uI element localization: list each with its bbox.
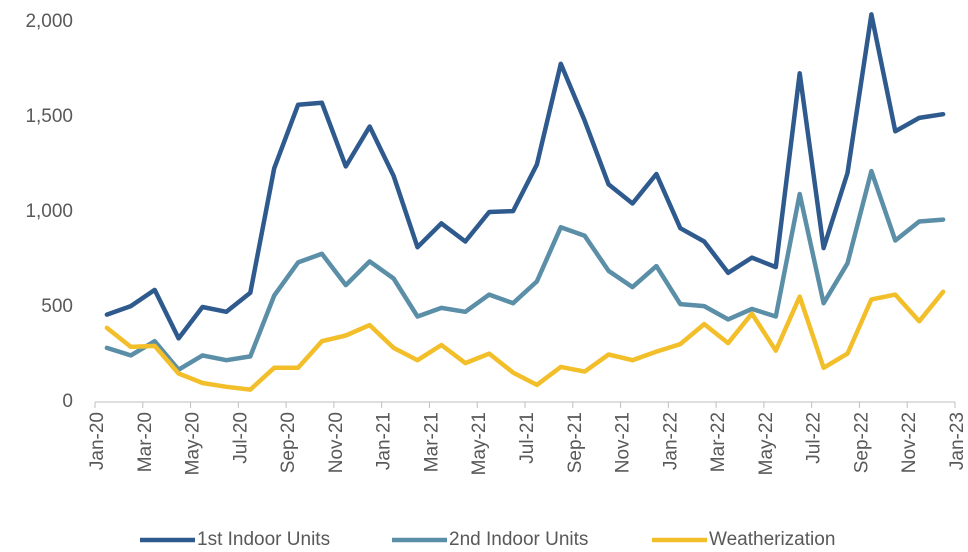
x-tick-label: Jan-23 <box>947 412 968 470</box>
x-tick-label: Jul-20 <box>230 412 251 464</box>
x-tick-label: Jul-22 <box>804 412 825 464</box>
series-line <box>104 168 946 372</box>
series-line <box>104 289 946 392</box>
y-tick-label: 0 <box>62 391 73 412</box>
legend-label: 2nd Indoor Units <box>449 529 588 550</box>
legend-label: Weatherization <box>709 529 835 550</box>
x-tick-label: Jan-20 <box>87 412 108 470</box>
x-tick-label: Mar-20 <box>135 412 156 472</box>
x-tick-label: May-22 <box>756 412 777 475</box>
y-tick-label: 500 <box>41 296 73 317</box>
x-tick-label: May-20 <box>183 412 204 475</box>
x-tick-label: Sep-20 <box>278 412 299 473</box>
x-tick-label: Jan-21 <box>374 412 395 470</box>
y-tick-label: 1,500 <box>25 106 73 127</box>
legend-label: 1st Indoor Units <box>197 529 330 550</box>
x-tick-label: Jul-21 <box>517 412 538 464</box>
x-tick-label: Mar-22 <box>708 412 729 472</box>
x-tick-label: Nov-20 <box>326 412 347 473</box>
x-tick-label: May-21 <box>469 412 490 475</box>
series-line <box>104 12 946 341</box>
x-tick-label: Sep-21 <box>565 412 586 473</box>
x-tick-label: Mar-21 <box>421 412 442 472</box>
y-tick-label: 2,000 <box>25 11 73 32</box>
y-tick-label: 1,000 <box>25 201 73 222</box>
x-tick-label: Nov-21 <box>613 412 634 473</box>
x-tick-label: Jan-22 <box>660 412 681 470</box>
x-tick-label: Nov-22 <box>899 412 920 473</box>
x-tick-label: Sep-22 <box>851 412 872 473</box>
